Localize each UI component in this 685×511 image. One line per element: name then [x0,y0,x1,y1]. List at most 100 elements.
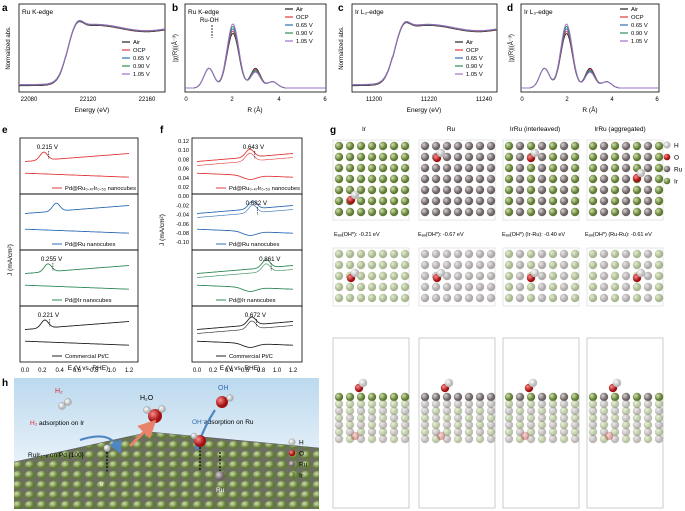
legend-entry: 0.65 V [296,23,313,29]
ru-atom [621,293,631,303]
panel-letter: b [172,3,178,14]
ir-atom [632,413,642,423]
ir-atom [356,196,366,206]
adsorption-energy: Eₐₔ(OH*): -0.67 eV [418,232,464,238]
ir-atom [378,163,388,173]
ir-atom [400,392,410,402]
ru-atom [475,293,485,303]
ru-atom [537,413,547,423]
ir-atom [464,427,474,437]
ir-atom [654,399,664,409]
ir-atom [610,174,620,184]
ir-atom [570,282,580,292]
ru-atom [442,141,452,151]
ru-atom [464,141,474,151]
h2o-molecule-icon [148,409,162,423]
sample-label: Pd@Ir nanocubes [229,298,276,304]
ir-atom [599,406,609,416]
ir-atom [570,141,580,151]
h2o-label: H₂O [140,395,154,402]
ru-atom [537,249,547,259]
ru-atom [378,420,388,430]
ru-atom [621,427,631,437]
cv-anodic-trace [196,200,294,214]
ir-atom [654,427,664,437]
ir-atom [570,207,580,217]
ir-atom [345,174,355,184]
h-atom [612,378,622,388]
ir-atom [400,141,410,151]
ru-atom [442,174,452,184]
ir-atom [654,271,664,281]
ru-atom [515,152,525,162]
ir-atom [345,249,355,259]
h-atom [358,378,368,388]
subplot-frame [19,305,139,363]
adsorption-energy: Eₐₔ(OH*): -0.21 eV [334,232,380,238]
ir-atom [367,174,377,184]
ir-atom [367,406,377,416]
svg-text:O: O [674,155,679,162]
legend-entry: 1.05 V [631,39,648,45]
ru-atom [599,271,609,281]
ru-atom [621,163,631,173]
ru-atom [420,392,430,402]
x-axis-label: E (V vs. RHE) [68,365,108,372]
o-atom [604,431,614,441]
ru-atom [475,185,485,195]
ir-atom [442,413,452,423]
ru-atom [559,392,569,402]
legend-entry: OCP [133,48,146,54]
ir-atom [548,271,558,281]
ru-atom [643,174,653,184]
ru-atom [643,271,653,281]
ru-atom [643,249,653,259]
ir-atom [537,406,547,416]
ir-atom [356,207,366,217]
ru-atom [621,413,631,423]
sample-label: Pd@Ru nanocubes [229,242,279,248]
sample-label: Pd@Ru nanocubes [65,242,115,248]
ru-atom [420,420,430,430]
ru-atom [559,207,569,217]
ru-atom [643,392,653,402]
ir-atom [526,282,536,292]
ir-atom [559,406,569,416]
cv-cathodic-trace [196,284,293,292]
ir-atom [453,406,463,416]
series-line [19,19,166,85]
ir-atom [621,406,631,416]
ru-atom [643,152,653,162]
ru-atom [599,174,609,184]
ir-atom [389,174,399,184]
ru-atom [431,260,441,270]
ru-atom [475,413,485,423]
ir-atom [400,152,410,162]
ru-atom [420,163,430,173]
y-axis-label: J (mA/cm²) [159,214,166,246]
ir-atom [378,207,388,217]
ir-atom [400,260,410,270]
svg-text:H: H [299,440,304,447]
x-tick-label: 0.2 [209,368,218,374]
x-tick-label: 1.0 [107,368,116,374]
ru-atom [515,207,525,217]
ru-atom [453,282,463,292]
ir-atom [334,392,344,402]
y-axis-label: |χ(R)|(Å⁻³) [508,34,515,62]
ir-atom [526,413,536,423]
ir-atom [345,406,355,416]
ir-atom [504,392,514,402]
ru-atom [515,392,525,402]
legend-entry: Air [296,7,303,13]
ru-atom [537,392,547,402]
ru-atom [643,399,653,409]
ru-atom [442,293,452,303]
ir-atom [400,413,410,423]
ir-atom [367,271,377,281]
ru-atom [621,196,631,206]
ru-atom [643,196,653,206]
ir-atom [526,427,536,437]
ru-atom [643,427,653,437]
